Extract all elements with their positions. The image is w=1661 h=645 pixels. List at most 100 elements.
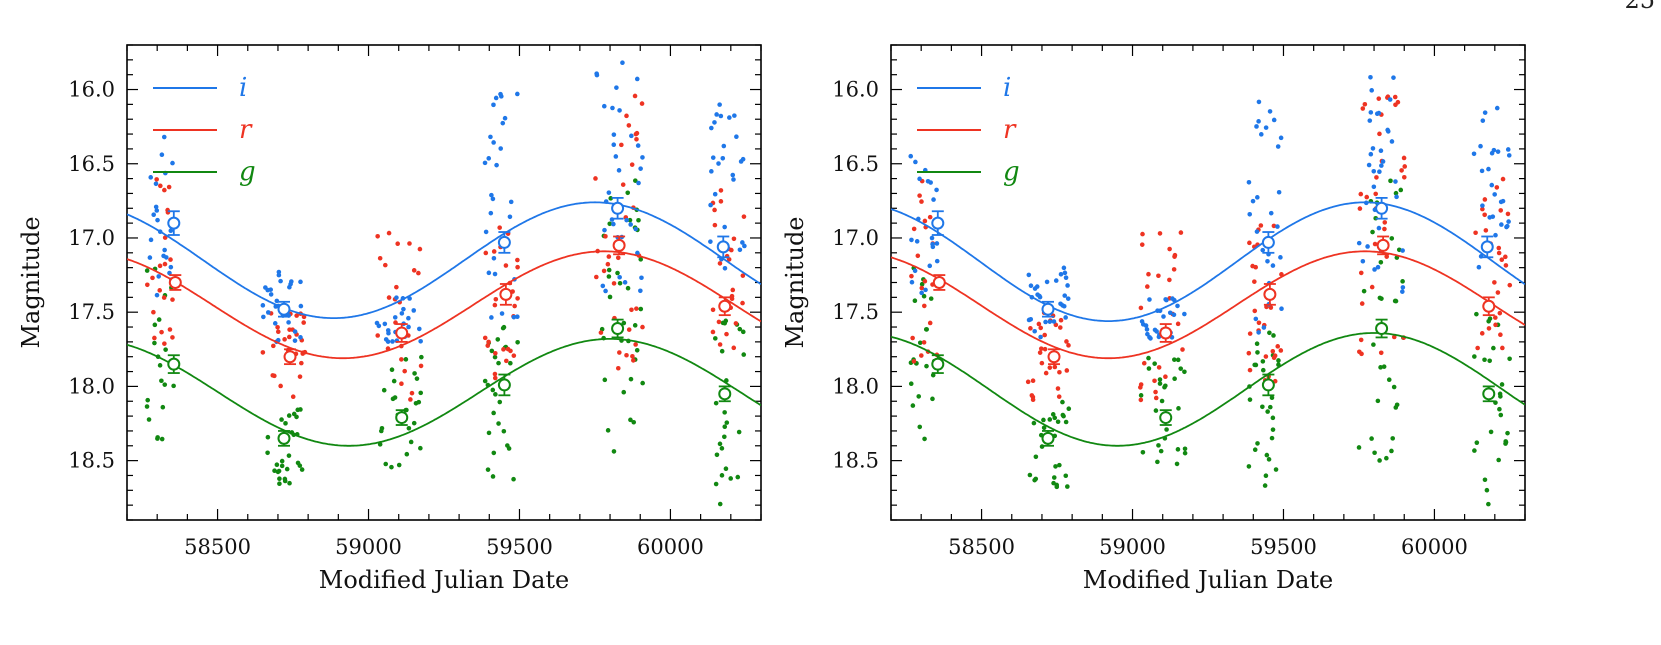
observation-point-g	[1041, 425, 1047, 431]
observation-point-r	[491, 249, 497, 254]
observation-point-g	[389, 464, 394, 470]
observation-point-g	[144, 404, 150, 409]
observation-point-g	[1057, 462, 1062, 468]
observation-point-r	[603, 234, 608, 239]
observation-point-g	[1264, 452, 1270, 458]
observation-point-g	[294, 414, 299, 420]
observation-point-i	[508, 199, 514, 205]
binned-point-g	[611, 322, 625, 336]
y-tick-label: 17.5	[68, 300, 115, 324]
binned-point-r	[1159, 326, 1173, 340]
observation-point-i	[162, 247, 167, 253]
observation-point-r	[152, 335, 157, 341]
observation-point-g	[1178, 366, 1184, 371]
observation-point-g	[490, 387, 496, 393]
observation-point-i	[1368, 74, 1373, 80]
observation-point-i	[411, 308, 417, 313]
observation-point-i	[622, 280, 628, 285]
observation-point-r	[724, 331, 729, 337]
observation-point-r	[631, 358, 636, 363]
observation-point-r	[503, 263, 509, 268]
observation-point-g	[615, 270, 620, 276]
observation-point-g	[631, 419, 637, 425]
observation-point-g	[1138, 393, 1144, 398]
observation-point-i	[502, 115, 508, 121]
observation-point-i	[1250, 198, 1256, 204]
observation-point-g	[1053, 464, 1058, 469]
observation-point-g	[1266, 457, 1272, 462]
observation-point-i	[1063, 315, 1068, 320]
observation-point-i	[919, 290, 924, 296]
observation-point-r	[482, 335, 488, 341]
observation-point-g	[627, 217, 633, 223]
observation-point-i	[628, 222, 633, 227]
observation-point-r	[1025, 379, 1031, 385]
observation-point-r	[1138, 397, 1144, 403]
binned-point-i	[716, 240, 730, 254]
observation-point-g	[1172, 376, 1177, 381]
observation-point-i	[1062, 293, 1068, 298]
observation-point-r	[1497, 310, 1503, 316]
observation-point-i	[417, 326, 422, 332]
observation-point-i	[1375, 264, 1381, 270]
observation-point-g	[602, 377, 608, 383]
observation-point-g	[912, 298, 918, 304]
observation-point-i	[603, 288, 608, 294]
observation-point-r	[162, 235, 168, 240]
observation-point-g	[1381, 364, 1387, 369]
observation-point-i	[260, 303, 266, 308]
observation-point-g	[1252, 447, 1258, 452]
observation-point-r	[1401, 174, 1407, 180]
observation-point-g	[414, 376, 420, 381]
legend-label-r: r	[1003, 115, 1017, 145]
observation-point-r	[717, 342, 723, 347]
observation-point-r	[624, 352, 629, 358]
observation-point-r	[922, 218, 928, 224]
observation-point-r	[1053, 322, 1059, 328]
observation-point-i	[624, 217, 629, 223]
observation-point-r	[1141, 360, 1147, 366]
observation-point-i	[511, 314, 517, 320]
observation-point-g	[640, 380, 645, 386]
observation-point-g	[607, 221, 613, 227]
observation-point-g	[1361, 288, 1367, 294]
observation-point-i	[1376, 225, 1382, 231]
observation-point-i	[489, 192, 494, 198]
observation-point-g	[1063, 419, 1069, 425]
observation-point-r	[729, 293, 735, 299]
observation-point-r	[1055, 386, 1061, 391]
observation-point-g	[157, 363, 163, 368]
observation-point-g	[1270, 415, 1276, 421]
observation-point-g	[287, 480, 292, 486]
observation-point-i	[731, 177, 736, 182]
observation-point-r	[1038, 346, 1044, 351]
observation-point-i	[292, 329, 298, 334]
observation-point-r	[1047, 365, 1053, 370]
observation-point-i	[1494, 105, 1500, 111]
plot-area	[127, 60, 761, 507]
observation-point-g	[163, 347, 168, 352]
observation-point-i	[148, 237, 154, 243]
observation-point-r	[386, 230, 392, 236]
binned-point-r	[1047, 350, 1061, 364]
observation-point-r	[1505, 211, 1511, 217]
observation-point-r	[1038, 325, 1044, 331]
observation-point-g	[1047, 417, 1053, 422]
observation-point-r	[167, 327, 173, 332]
observation-point-r	[712, 207, 717, 213]
observation-point-g	[625, 190, 631, 196]
observation-point-i	[1370, 146, 1376, 151]
observation-point-g	[1174, 461, 1180, 467]
observation-point-g	[1052, 415, 1058, 421]
observation-point-g	[1273, 467, 1279, 472]
observation-point-i	[399, 311, 405, 316]
binned-point-g	[718, 387, 732, 401]
observation-point-r	[626, 327, 632, 332]
observation-point-i	[1495, 149, 1501, 154]
observation-point-r	[157, 263, 163, 269]
observation-point-g	[389, 367, 395, 372]
observation-point-r	[1042, 346, 1048, 352]
observation-point-g	[607, 294, 613, 300]
observation-point-i	[1393, 179, 1398, 184]
observation-point-r	[1360, 106, 1366, 111]
